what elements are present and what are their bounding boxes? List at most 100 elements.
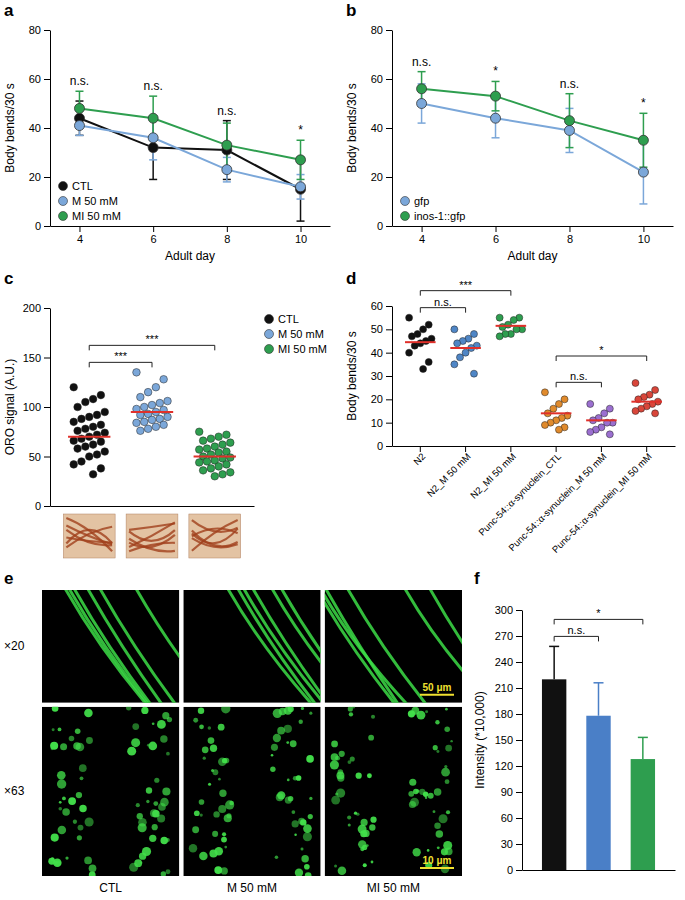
marks (542, 646, 655, 870)
data-point (223, 461, 231, 469)
micrograph-granule (210, 745, 217, 752)
data-point (144, 425, 152, 433)
micrograph-granule (62, 797, 66, 801)
micrograph-granule (436, 830, 443, 837)
micrograph-worm (325, 590, 411, 703)
micrograph-background (183, 707, 320, 876)
y-tick-label: 30 (501, 838, 513, 850)
y-tick-label: 60 (501, 812, 513, 824)
data-point (89, 423, 97, 431)
micrograph-granule (270, 767, 275, 772)
column-label: M 50 mM (227, 881, 277, 895)
y-axis-line (50, 31, 51, 227)
y-tick-label: 0 (35, 220, 41, 232)
micrograph-granule (221, 867, 228, 874)
error-bar-cap (223, 122, 231, 124)
micrograph-granule (291, 810, 295, 814)
y-tick: 200 (23, 302, 50, 314)
annotation: * (298, 123, 303, 137)
marks (68, 369, 236, 481)
y-tick: 90 (501, 786, 522, 798)
micrograph-granule (62, 808, 70, 816)
micrograph-granule (208, 737, 215, 744)
y-tick-mark (386, 353, 392, 354)
error-bar (418, 84, 426, 123)
y-axis-line (392, 307, 393, 447)
micrograph-granule (303, 832, 312, 841)
y-tick: 270 (495, 630, 522, 642)
micrograph-granule (409, 779, 416, 786)
data-point (89, 395, 97, 403)
micrograph-granule (141, 707, 148, 714)
data-point (496, 314, 503, 321)
legend-item: MI 50 mM (59, 210, 121, 222)
micrograph-granule (160, 837, 167, 844)
micrograph-granule (368, 735, 374, 741)
micrograph-granule (218, 805, 226, 813)
legend-item: M 50 mM (265, 328, 324, 340)
y-tick: 30 (371, 370, 392, 382)
y-axis: 050100150200 (23, 302, 51, 512)
data-point (406, 349, 413, 356)
panel: b020406080Body bends/30 s46810Adult dayn… (345, 1, 674, 263)
data-point (82, 425, 90, 433)
x-axis-line (523, 870, 676, 871)
y-tick-mark (44, 30, 50, 31)
micrograph-granule (127, 747, 136, 756)
micrograph-granule (157, 814, 165, 822)
error-bar-cap (75, 135, 83, 137)
micrograph-granule (75, 728, 81, 734)
micrograph-granule (65, 856, 68, 859)
micrograph-granule (349, 712, 353, 716)
plot: 020406080Body bends/30 s46810Adult dayn.… (345, 24, 674, 263)
data-point (587, 401, 594, 408)
error-bar-cap (639, 203, 647, 205)
y-axis-title: Intensity (*10,000) (473, 691, 487, 788)
significance-bracket (89, 345, 215, 350)
micrograph-granule (425, 710, 428, 713)
micrograph-granule (348, 707, 353, 712)
y-tick-mark (44, 457, 50, 458)
y-axis-line (392, 31, 393, 227)
x-tick: 4 (419, 226, 425, 245)
x-tick: Punc-54::α-synuclein_MI 50 mM (550, 446, 654, 555)
micrograph-granule (57, 779, 66, 788)
micrograph-worm (251, 590, 321, 703)
micrograph-granule (336, 789, 345, 798)
bar (586, 716, 610, 870)
data-point (638, 135, 648, 145)
micrograph-granule (434, 822, 441, 829)
y-tick: 80 (371, 24, 392, 36)
micrograph-granule (200, 813, 203, 816)
x-tick: N2 (411, 446, 427, 467)
significance-label: * (596, 607, 601, 619)
micrograph-granule (52, 707, 59, 712)
y-axis: 0102030405060 (371, 300, 393, 452)
micrograph-granule (138, 823, 147, 832)
significance-label: *** (459, 279, 473, 291)
micrograph-granule (192, 826, 199, 833)
x-axis-line (51, 226, 331, 227)
micrograph (325, 707, 462, 876)
mean-line (68, 436, 110, 438)
legend-label: CTL (278, 313, 299, 325)
error-bar-cap (223, 120, 231, 122)
data-point (470, 331, 477, 338)
error-bar-cap (639, 113, 647, 115)
x-axis-line (393, 226, 674, 227)
data-point (555, 401, 562, 408)
micrograph-granule (441, 768, 450, 777)
micrograph-granule (294, 833, 297, 836)
legend-item: CTL (265, 313, 299, 325)
data-point (195, 428, 203, 436)
y-tick: 0 (377, 440, 392, 452)
x-tick: N2_M 50 mM (425, 446, 473, 499)
y-tick-label: 270 (495, 630, 513, 642)
legend-label: gfp (414, 195, 429, 207)
y-tick: 10 (371, 417, 392, 429)
x-tick-label: 8 (224, 233, 230, 245)
y-tick: 60 (371, 73, 392, 85)
annotation: * (493, 64, 498, 78)
y-tick-label: 20 (29, 171, 41, 183)
error-bar-cap (549, 646, 559, 648)
